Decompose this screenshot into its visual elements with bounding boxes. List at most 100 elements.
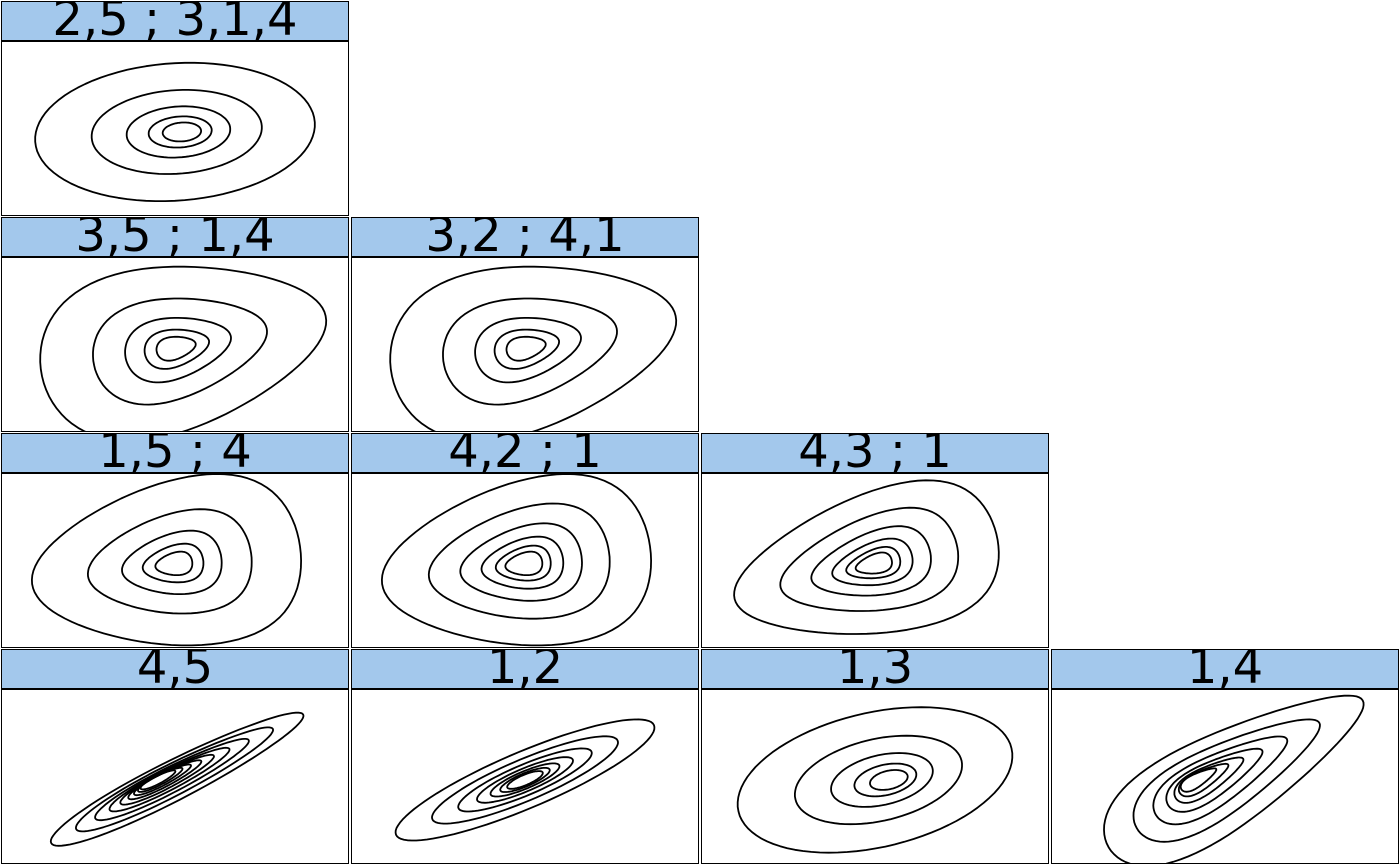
contour-plot: [2, 42, 348, 215]
contour-line: [92, 297, 268, 406]
contour-line: [474, 317, 582, 384]
contour-svg: [381, 474, 652, 647]
strip-label: 3,2 ; 4,1: [352, 218, 698, 258]
contour-plot: [2, 690, 348, 863]
panel-3-2-vs-4-1: 3,2 ; 4,1: [351, 217, 699, 432]
panel-4-3-vs-1: 4,3 ; 1: [701, 433, 1049, 648]
contour-line: [504, 550, 544, 576]
contour-line: [75, 726, 274, 833]
panel-title: 3,5 ; 1,4: [75, 218, 275, 258]
contour-line: [505, 335, 547, 362]
panel-title: 2,5 ; 3,1,4: [52, 2, 298, 42]
contour-line: [161, 121, 202, 143]
contour-line: [506, 770, 544, 790]
contour-line: [494, 544, 552, 582]
panel-title: 4,2 ; 1: [448, 434, 602, 474]
contour-svg: [733, 479, 1000, 635]
contour-line: [457, 747, 593, 813]
panel-1-5-vs-4: 1,5 ; 4: [1, 433, 349, 648]
contour-svg: [39, 265, 328, 431]
contour-line: [31, 474, 302, 647]
contour-line: [830, 752, 934, 808]
panel-4-5: 4,5: [1, 649, 349, 864]
panel-title: 3,2 ; 4,1: [425, 218, 625, 258]
panel-title: 1,3: [836, 650, 914, 690]
contour-line: [139, 769, 177, 791]
contour-line: [1132, 718, 1321, 843]
contour-line: [869, 769, 909, 791]
contour-line: [431, 735, 619, 825]
contour-line: [141, 542, 205, 584]
panel-2-5-vs-3-1-4: 2,5 ; 3,1,4: [1, 1, 349, 216]
contour-line: [733, 479, 1000, 635]
contour-line: [1152, 735, 1289, 826]
contour-line: [87, 508, 253, 615]
strip-label: 1,2: [352, 650, 698, 690]
contour-plot: [702, 474, 1048, 647]
contour-svg: [1103, 694, 1365, 863]
contour-line: [810, 525, 932, 597]
panel-title: 1,2: [486, 650, 564, 690]
panel-title: 1,5 ; 4: [98, 434, 252, 474]
contour-line: [854, 551, 893, 575]
strip-label: 4,5: [2, 650, 348, 690]
strip-label: 1,4: [1052, 650, 1398, 690]
contour-plot: [352, 258, 698, 431]
contour-line: [143, 328, 210, 370]
strip-label: 4,3 ; 1: [702, 434, 1048, 474]
contour-svg: [49, 711, 305, 847]
contour-line: [108, 746, 231, 813]
panel-3-5-vs-1-4: 3,5 ; 1,4: [1, 217, 349, 432]
contour-line: [459, 522, 583, 602]
contour-line: [34, 61, 316, 202]
contour-line: [90, 89, 263, 175]
contour-line: [1103, 694, 1365, 863]
contour-line: [427, 502, 611, 620]
contour-line: [394, 718, 656, 842]
contour-line: [480, 535, 565, 590]
contour-line: [1173, 756, 1245, 804]
contour-plot: [2, 258, 348, 431]
strip-label: 1,3: [702, 650, 1048, 690]
strip-label: 1,5 ; 4: [2, 434, 348, 474]
contour-svg: [31, 474, 302, 647]
strip-label: 3,5 ; 1,4: [2, 218, 348, 258]
strip-label: 4,2 ; 1: [352, 434, 698, 474]
contour-line: [94, 738, 250, 822]
contour-line: [147, 115, 213, 149]
panel-1-3: 1,3: [701, 649, 1049, 864]
contour-svg: [394, 718, 656, 842]
contour-plot: [2, 474, 348, 647]
panel-1-2: 1,2: [351, 649, 699, 864]
contour-line: [1179, 767, 1218, 793]
contour-plot: [702, 690, 1048, 863]
contour-line: [831, 537, 914, 587]
contour-line: [1165, 747, 1264, 813]
contour-line: [119, 753, 215, 806]
contour-line: [779, 506, 960, 612]
contour-line: [1177, 762, 1230, 798]
contour-line: [476, 756, 574, 804]
contour-svg: [389, 265, 678, 431]
contour-plot: [352, 690, 698, 863]
contour-line: [736, 706, 1014, 854]
contour-line: [499, 767, 551, 793]
contour-line: [381, 474, 652, 647]
panel-1-4: 1,4: [1051, 649, 1399, 864]
contour-line: [794, 734, 963, 826]
contour-line: [154, 550, 194, 576]
contour-line: [39, 265, 328, 431]
contour-line: [125, 105, 232, 159]
contour-line: [155, 335, 197, 362]
contour-line: [845, 546, 902, 580]
contour-line: [853, 762, 918, 798]
contour-line: [389, 265, 678, 431]
contour-svg: [736, 706, 1014, 854]
contour-line: [442, 297, 618, 406]
panel-title: 4,3 ; 1: [798, 434, 952, 474]
panel-4-2-vs-1: 4,2 ; 1: [351, 433, 699, 648]
contour-line: [49, 711, 305, 847]
panel-title: 4,5: [136, 650, 214, 690]
contour-plot: [1052, 690, 1398, 863]
strip-label: 2,5 ; 3,1,4: [2, 2, 348, 42]
